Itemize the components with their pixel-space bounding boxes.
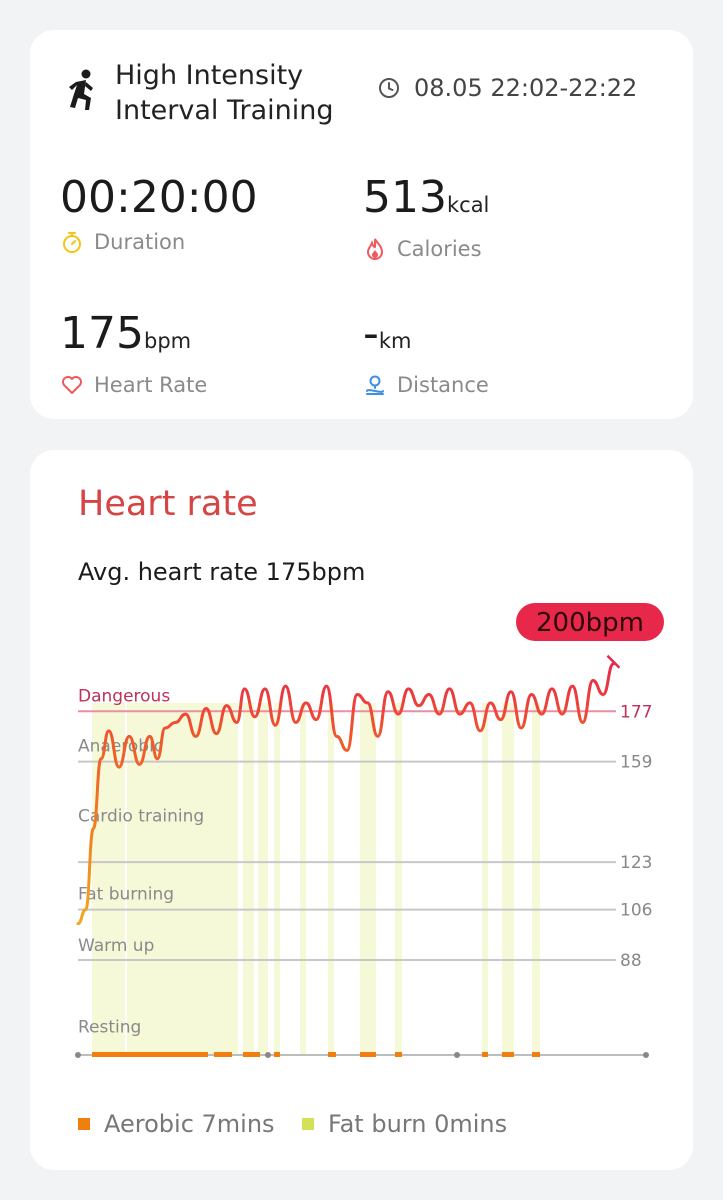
peak-tick [606,654,621,669]
running-person-icon [69,69,93,110]
x-tick-label: 7Mins [243,1064,293,1065]
x-tick-label: 14Mins [427,1064,488,1065]
location-pin-icon [366,375,384,395]
workout-title-line1: High Intensity [115,60,304,91]
zone-name-label: Dangerous [78,686,170,706]
aerobic-segment [328,1052,336,1057]
zone-name-label: Resting [78,1018,141,1038]
aerobic-segment [532,1052,540,1057]
aerobic-segment [92,1052,208,1057]
zone-name-label: Fat burning [78,885,174,905]
aerobic-segment [395,1052,402,1057]
zone-threshold-label: 106 [620,901,652,921]
zone-band [360,702,376,1055]
x-tick-dot [75,1052,81,1058]
x-tick-dot [454,1052,460,1058]
calories-label: Calories [397,237,482,261]
zone-band [258,702,268,1055]
duration-metric: 00:20:00 Duration [60,172,258,254]
aerobic-swatch [78,1118,90,1130]
aerobic-segment [274,1052,280,1057]
zone-threshold-label: 177 [620,702,652,722]
zone-band [328,702,334,1055]
flame-icon [366,238,384,260]
x-tick-label: 0Mins [78,1064,128,1065]
x-tick-dot [265,1052,271,1058]
aerobic-segment [482,1052,488,1057]
heart-rate-section-title: Heart rate [78,484,258,524]
zone-band [395,702,402,1055]
distance-unit: km [378,329,412,353]
zone-name-label: Warm up [78,936,154,956]
fat-burn-swatch [302,1118,314,1130]
calories-value: 513 [363,172,447,223]
calories-unit: kcal [446,193,490,217]
legend-fat-burn-label: Fat burn 0mins [328,1110,508,1138]
heart-rate-line-layer [76,662,615,926]
workout-title: High Intensity Interval Training [115,58,355,128]
workout-time-range: 08.05 22:02-22:22 [414,74,638,102]
zone-band [243,702,254,1055]
legend-fat-burn: Fat burn 0mins [302,1110,507,1138]
distance-metric: -km Distance [363,308,489,397]
distance-label: Distance [397,373,489,397]
workout-summary-card: High Intensity Interval Training 08.05 2… [30,30,693,419]
peak-marker: 200bpm [516,603,664,669]
x-tick-dot [643,1052,649,1058]
peak-value-label: 200bpm [536,608,644,638]
workout-title-line2: Interval Training [115,95,334,126]
aerobic-segment [243,1052,260,1057]
zone-band [502,702,514,1055]
peak-badge [516,603,664,641]
zone-bands [92,702,540,1055]
heart-rate-card: Heart rate Avg. heart rate 175bpm 177 159… [30,450,693,1170]
stopwatch-icon [63,232,81,253]
duration-label: Duration [94,230,186,254]
workout-time: 08.05 22:02-22:22 [378,74,637,102]
zone-band [300,702,306,1055]
average-heart-rate: Avg. heart rate 175bpm [78,558,366,586]
heart-rate-line [76,662,615,926]
heart-rate-metric: 175bpm Heart Rate [60,308,207,397]
distance-value: - [363,308,379,359]
aerobic-segment [360,1052,376,1057]
x-tick-label: 21Mins [585,1064,646,1065]
zone-name-label: Cardio training [78,806,204,826]
heart-rate-unit: bpm [143,329,192,353]
heart-icon [62,376,82,394]
zone-threshold-label: 88 [620,951,642,971]
clock-icon [379,78,399,98]
aerobic-segment [214,1052,232,1057]
legend-aerobic: Aerobic 7mins [78,1110,275,1138]
zone-band [482,702,488,1055]
heart-rate-chart: 177 159 123 106 88 Dangerous Anaerobic Cardio t… [75,603,664,1065]
zone-labels: 177 159 123 106 88 Dangerous Anaerobic Cardio t… [78,686,652,1037]
heart-rate-label: Heart Rate [94,373,208,397]
zone-band [532,702,540,1055]
x-axis: 0Mins 7Mins 14Mins 21Mins [75,1052,649,1065]
calories-metric: 513kcal Calories [363,172,489,261]
heart-rate-value: 175 [60,308,144,359]
zone-threshold-label: 159 [620,753,652,773]
zone-name-label: Anaerobic [78,737,163,757]
zone-band [274,702,280,1055]
zone-threshold-label: 123 [620,853,652,873]
aerobic-segment [502,1052,514,1057]
duration-value: 00:20:00 [60,172,258,223]
legend-aerobic-label: Aerobic 7mins [104,1110,275,1138]
